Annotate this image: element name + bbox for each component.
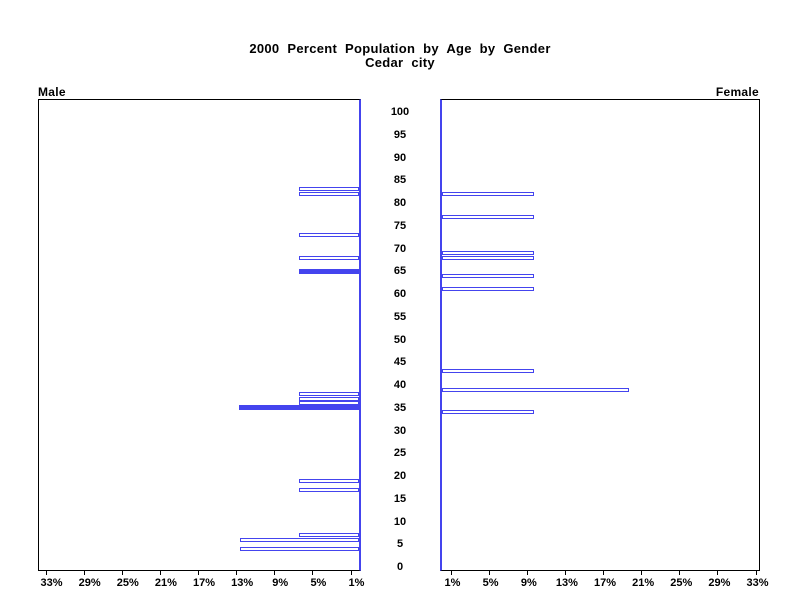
bar-male-age-83	[299, 187, 359, 192]
bar-female-age-64	[442, 273, 534, 278]
age-label-5: 5	[396, 538, 404, 551]
male-pct-label-29%: 29%	[78, 577, 101, 589]
age-label-45: 45	[393, 356, 407, 369]
age-label-70: 70	[393, 242, 407, 255]
female-pct-label-13%: 13%	[555, 577, 578, 589]
male-pct-tick-1	[350, 571, 352, 575]
female-pct-tick-25	[679, 571, 681, 575]
male-pct-tick-33	[45, 571, 47, 575]
age-label-40: 40	[393, 379, 407, 391]
age-label-100: 100	[390, 106, 410, 118]
bar-male-age-65	[299, 268, 359, 274]
male-pct-tick-13	[236, 571, 238, 575]
male-pct-label-1%: 1%	[348, 577, 365, 589]
male-pct-tick-29	[83, 571, 85, 575]
male-pct-tick-5	[312, 571, 314, 575]
female-pct-label-1%: 1%	[444, 577, 461, 589]
male-pct-label-33%: 33%	[40, 577, 63, 589]
chart-title: 2000 Percent Population by Age by Gender…	[0, 42, 800, 70]
female-pct-tick-17	[603, 571, 604, 575]
female-pct-label-29%: 29%	[708, 577, 731, 589]
bar-female-age-77	[442, 214, 534, 219]
female-pct-tick-33	[755, 571, 757, 575]
female-pct-label-25%: 25%	[670, 577, 693, 589]
bar-male-age-68	[299, 255, 359, 260]
male-pct-label-5%: 5%	[310, 577, 327, 589]
female-panel	[440, 99, 760, 571]
chart-title-line1: 2000 Percent Population by Age by Gender	[249, 41, 551, 56]
bar-male-age-37	[299, 396, 359, 401]
bar-female-age-82	[442, 191, 534, 196]
male-panel-label: Male	[38, 85, 66, 99]
bar-male-age-36	[299, 401, 359, 406]
age-label-90: 90	[393, 151, 407, 164]
age-label-80: 80	[393, 197, 407, 209]
male-pct-label-21%: 21%	[154, 577, 177, 589]
bar-male-age-4	[240, 546, 359, 551]
age-label-35: 35	[393, 401, 407, 414]
female-pct-label-17%: 17%	[593, 577, 617, 589]
female-pct-tick-1	[450, 571, 452, 575]
male-pct-label-25%: 25%	[116, 577, 139, 589]
age-label-30: 30	[393, 424, 407, 437]
bar-male-age-17	[299, 487, 359, 492]
male-pct-tick-25	[121, 571, 123, 575]
bar-female-age-39	[442, 387, 629, 392]
bar-female-age-68	[442, 255, 534, 260]
male-panel	[38, 99, 361, 571]
age-label-60: 60	[393, 288, 407, 300]
bar-male-age-6	[240, 537, 359, 542]
bar-female-age-61	[442, 287, 534, 292]
female-pct-tick-29	[717, 571, 719, 575]
male-pct-tick-21	[159, 571, 161, 575]
female-pct-label-5%: 5%	[482, 577, 499, 589]
female-pct-tick-13	[564, 571, 566, 575]
age-label-95: 95	[393, 128, 407, 141]
age-label-20: 20	[393, 470, 407, 482]
male-pct-label-9%: 9%	[272, 577, 289, 589]
bar-male-age-19	[299, 478, 359, 483]
bar-female-age-69	[442, 251, 534, 256]
bar-female-age-43	[442, 369, 534, 374]
age-label-85: 85	[393, 174, 407, 187]
chart-title-line2: Cedar city	[365, 55, 435, 70]
female-pct-label-33%: 33%	[746, 577, 769, 589]
age-label-50: 50	[393, 333, 407, 346]
female-panel-label: Female	[715, 85, 759, 99]
age-label-10: 10	[393, 515, 407, 528]
bar-female-age-34	[442, 410, 534, 415]
bar-male-age-73	[299, 232, 359, 237]
female-pct-label-21%: 21%	[632, 577, 655, 589]
age-label-15: 15	[393, 492, 407, 505]
age-label-0: 0	[396, 561, 404, 573]
age-label-55: 55	[393, 310, 407, 323]
male-pct-tick-9	[274, 571, 276, 575]
bar-male-age-82	[299, 191, 359, 196]
age-label-75: 75	[393, 219, 407, 232]
age-label-25: 25	[393, 447, 407, 460]
bar-male-age-7	[299, 533, 359, 538]
male-pct-tick-17	[198, 571, 199, 575]
female-pct-tick-5	[488, 571, 490, 575]
bar-male-age-35	[239, 405, 359, 411]
bar-male-age-38	[299, 392, 359, 397]
female-pct-label-9%: 9%	[520, 577, 537, 589]
female-pct-tick-9	[526, 571, 528, 575]
male-pct-label-13%: 13%	[231, 577, 254, 589]
male-pct-label-17%: 17%	[192, 577, 216, 589]
female-pct-tick-21	[641, 571, 643, 575]
age-label-65: 65	[393, 265, 407, 278]
